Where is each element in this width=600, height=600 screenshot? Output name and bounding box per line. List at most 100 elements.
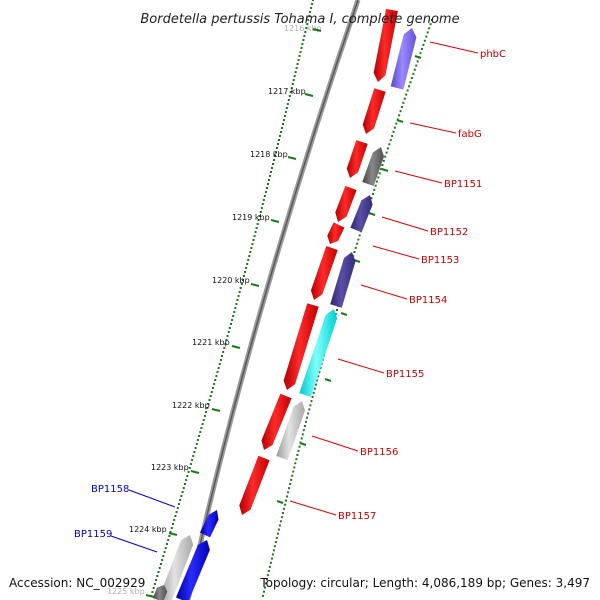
scale-dot [198,435,201,437]
gene-arrow-phbC[interactable] [373,8,398,82]
scale-dot [264,191,267,193]
outer-track-dot [283,503,286,506]
outer-track-dot [314,383,317,386]
scale-dot [279,131,282,133]
scale-dot [261,203,264,205]
gene-arrow-fabG[interactable] [362,88,386,134]
scale-dot [299,51,302,53]
outer-track-dot [308,408,311,411]
scale-major-tick [287,156,297,160]
gene-arrow-gray-b[interactable] [152,585,168,600]
tick-label-1225: 1225 kbp [107,587,145,596]
scale-dot [290,87,293,89]
tick-label-1217: 1217 kbp [268,87,306,96]
gene-label-BP1157[interactable]: BP1157 [338,511,376,522]
gene-arrow-BP1152-forward[interactable] [350,195,373,233]
outer-track-dot [358,234,361,237]
gene-label-BP1158[interactable]: BP1158 [91,484,129,495]
scale-dot [193,451,196,453]
gene-arrow-BP1156-forward[interactable] [276,401,305,460]
scale-dot [242,275,245,277]
gene-label-BP1154[interactable]: BP1154 [409,295,447,306]
tick-label-1219: 1219 kbp [232,213,270,222]
scale-dot [156,575,159,577]
leader-BP1151 [394,170,443,184]
gene-arrow-gray-a[interactable] [158,535,194,600]
gene-label-BP1156[interactable]: BP1156 [360,447,398,458]
outer-track-dot [295,458,298,461]
outer-track-dot [317,375,320,378]
gene-arrow-BP1155[interactable] [283,303,319,390]
scale-dot [252,239,255,241]
scale-dot [176,507,179,509]
accession-text: Accession: NC_002929 [9,576,145,590]
outer-track-dot [336,309,338,311]
scale-dot [165,543,168,545]
scale-dot [262,199,265,201]
gene-label-BP1153[interactable]: BP1153 [421,255,459,266]
gene-label-BP1152[interactable]: BP1152 [430,227,468,238]
outer-track-dot [292,470,295,473]
gene-arrow-BP1157[interactable] [239,455,270,515]
scale-dot [312,0,314,1]
scale-dot [301,43,304,45]
gene-arrow-BP1159[interactable] [176,540,210,600]
outer-track-dot [277,528,280,531]
scale-dot [187,471,190,473]
scale-dot [192,455,195,457]
gene-arrow-BP1158[interactable] [200,510,219,538]
scale-dot [189,463,192,465]
gene-arrow-phbC-forward[interactable] [390,28,417,90]
scale-dot [237,295,240,297]
gene-label-fabG[interactable]: fabG [458,129,482,140]
scale-dot [219,359,222,361]
outer-track-dot [391,135,394,137]
outer-track-dot [287,491,290,494]
scale-dot [236,299,239,301]
gene-label-BP1155[interactable]: BP1155 [386,369,424,380]
gene-arrow-BP1155-forward[interactable] [299,309,338,397]
outer-track-dot [263,586,266,589]
scale-dot [202,419,205,421]
outer-track-dot [408,85,411,88]
genome-backbone-inner [187,0,359,600]
scale-dot [152,587,155,589]
outer-track-dot [306,416,309,419]
leader-BP1152 [381,216,429,232]
scale-dot [207,403,210,405]
scale-major-tick [270,219,280,223]
outer-track-tick [368,212,376,216]
scale-dot [163,551,166,553]
outer-track-dot [428,27,431,30]
tick-label-1224: 1224 kbp [129,525,167,534]
outer-track-dot [279,520,282,523]
gene-arrow-BP1151-forward[interactable] [362,147,384,186]
scale-dot [174,515,177,517]
gene-arrow-BP1156[interactable] [261,393,292,450]
scale-dot [191,459,194,461]
gene-arrow-BP1154[interactable] [310,246,338,300]
gene-arrow-BP1154-forward[interactable] [330,252,356,308]
gene-arrow-BP1151[interactable] [346,140,368,178]
scale-dot [153,583,156,585]
gene-arrow-BP1152[interactable] [335,185,357,222]
scale-dot [210,391,213,393]
scale-dot [170,527,173,529]
scale-dot [295,67,298,69]
scale-dot [280,127,283,129]
outer-track-dot [294,462,297,465]
gene-arrow-BP1153[interactable] [327,222,345,244]
gene-label-BP1151[interactable]: BP1151 [444,179,482,190]
gene-label-phbC[interactable]: phbC [480,49,506,60]
scale-dot [177,503,180,505]
gene-label-BP1159[interactable]: BP1159 [74,529,112,540]
scale-dot [245,267,248,269]
scale-dot [183,483,186,485]
scale-dot [259,211,262,213]
outer-track-dot [280,516,283,519]
outer-track-dot [304,420,307,423]
outer-track-dot [275,536,278,539]
scale-dot [281,123,284,125]
tick-label-1218: 1218 kbp [250,150,288,159]
outer-track-dot [269,561,272,564]
